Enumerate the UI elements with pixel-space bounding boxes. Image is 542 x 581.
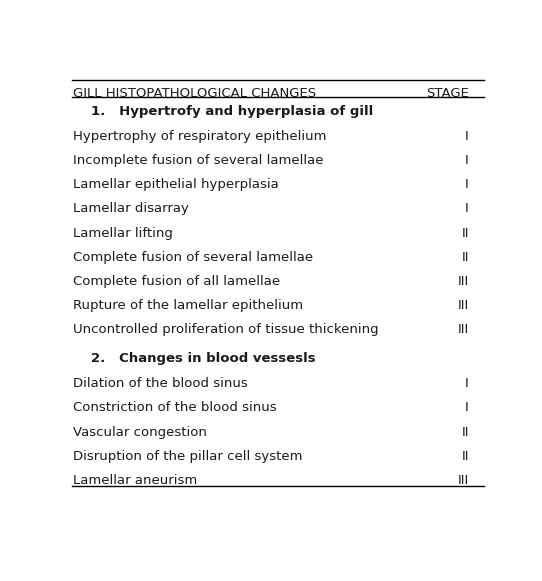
Text: Lamellar epithelial hyperplasia: Lamellar epithelial hyperplasia [73, 178, 279, 191]
Text: III: III [457, 474, 469, 487]
Text: I: I [465, 377, 469, 390]
Text: Uncontrolled proliferation of tissue thickening: Uncontrolled proliferation of tissue thi… [73, 323, 378, 336]
Text: III: III [457, 323, 469, 336]
Text: III: III [457, 299, 469, 312]
Text: GILL HISTOPATHOLOGICAL CHANGES: GILL HISTOPATHOLOGICAL CHANGES [73, 87, 316, 100]
Text: Complete fusion of all lamellae: Complete fusion of all lamellae [73, 275, 280, 288]
Text: I: I [465, 130, 469, 143]
Text: Incomplete fusion of several lamellae: Incomplete fusion of several lamellae [73, 154, 323, 167]
Text: III: III [457, 275, 469, 288]
Text: STAGE: STAGE [426, 87, 469, 100]
Text: 1.   Hypertrofy and hyperplasia of gill: 1. Hypertrofy and hyperplasia of gill [91, 105, 373, 117]
Text: II: II [461, 425, 469, 439]
Text: Complete fusion of several lamellae: Complete fusion of several lamellae [73, 251, 313, 264]
Text: Dilation of the blood sinus: Dilation of the blood sinus [73, 377, 248, 390]
Text: I: I [465, 178, 469, 191]
Text: II: II [461, 251, 469, 264]
Text: Lamellar lifting: Lamellar lifting [73, 227, 173, 239]
Text: Vascular congestion: Vascular congestion [73, 425, 207, 439]
Text: II: II [461, 227, 469, 239]
Text: I: I [465, 202, 469, 216]
Text: Rupture of the lamellar epithelium: Rupture of the lamellar epithelium [73, 299, 303, 312]
Text: 2.   Changes in blood vessesls: 2. Changes in blood vessesls [91, 352, 315, 365]
Text: Hypertrophy of respiratory epithelium: Hypertrophy of respiratory epithelium [73, 130, 326, 143]
Text: II: II [461, 450, 469, 462]
Text: Lamellar disarray: Lamellar disarray [73, 202, 189, 216]
Text: I: I [465, 154, 469, 167]
Text: Lamellar aneurism: Lamellar aneurism [73, 474, 197, 487]
Text: Constriction of the blood sinus: Constriction of the blood sinus [73, 401, 276, 414]
Text: Disruption of the pillar cell system: Disruption of the pillar cell system [73, 450, 302, 462]
Text: I: I [465, 401, 469, 414]
